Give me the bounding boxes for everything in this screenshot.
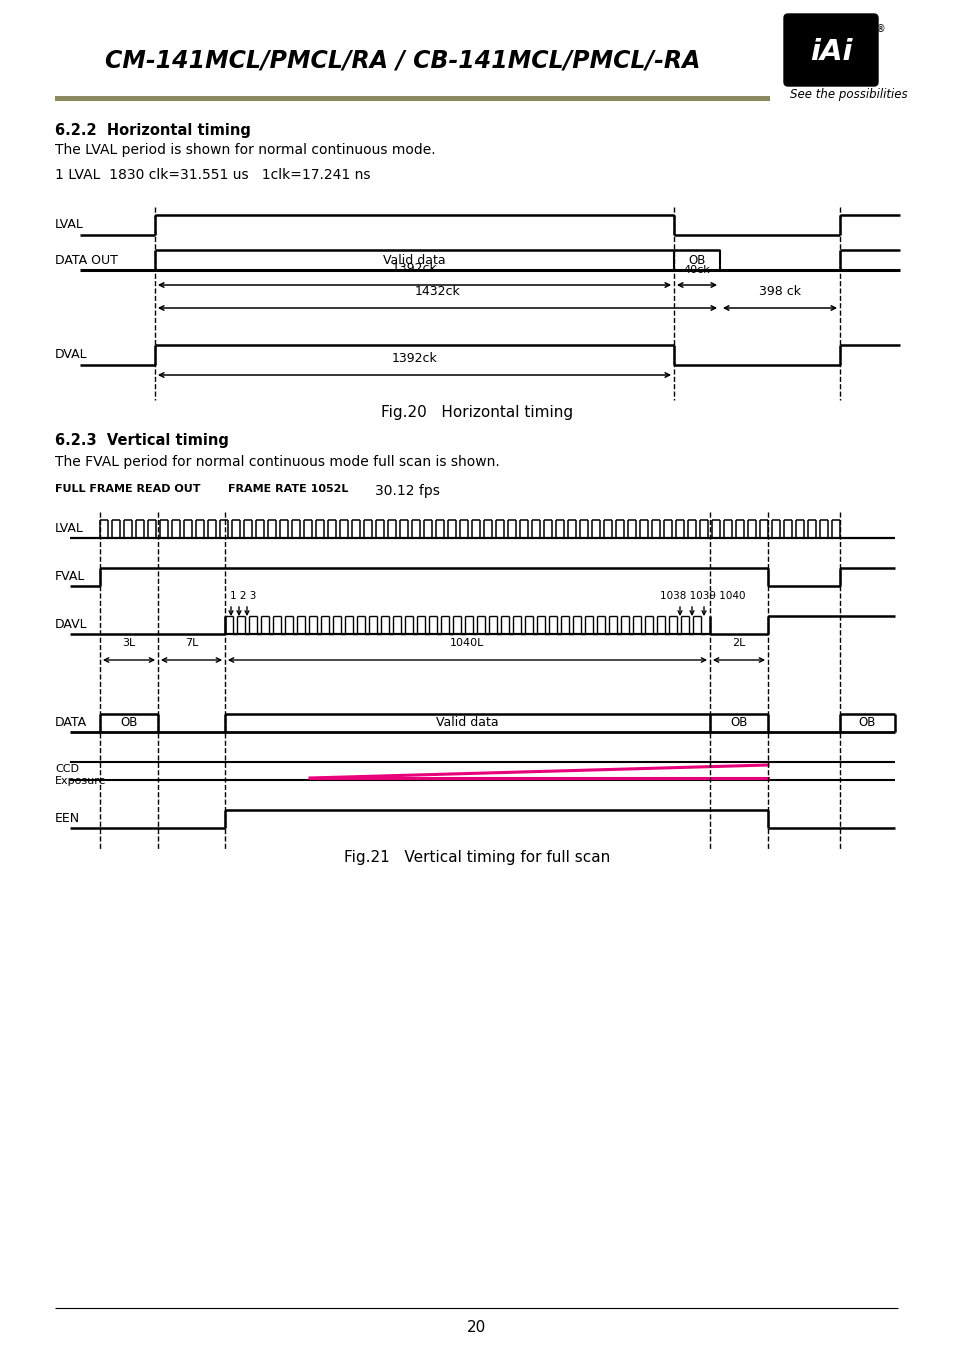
Text: 1 2 3: 1 2 3	[230, 591, 256, 601]
Text: The FVAL period for normal continuous mode full scan is shown.: The FVAL period for normal continuous mo…	[55, 455, 499, 468]
Text: FRAME RATE 1052L: FRAME RATE 1052L	[228, 485, 348, 494]
Text: 2L: 2L	[732, 639, 745, 648]
Text: FULL FRAME READ OUT: FULL FRAME READ OUT	[55, 485, 200, 494]
Text: 1392ck: 1392ck	[392, 262, 436, 275]
Text: 1040L: 1040L	[450, 639, 484, 648]
Text: 20: 20	[467, 1320, 486, 1335]
Text: CCD
Exposure: CCD Exposure	[55, 764, 107, 786]
Text: iAi: iAi	[809, 38, 851, 66]
Text: DATA OUT: DATA OUT	[55, 254, 118, 266]
Text: Valid data: Valid data	[436, 717, 498, 729]
Text: OB: OB	[730, 717, 747, 729]
Text: FVAL: FVAL	[55, 571, 85, 583]
Bar	[55, 96, 769, 101]
Text: DVAL: DVAL	[55, 348, 88, 362]
Text: OB: OB	[688, 254, 705, 266]
Text: 398 ck: 398 ck	[759, 285, 801, 298]
Text: EEN: EEN	[55, 813, 80, 825]
Text: Valid data: Valid data	[383, 254, 445, 266]
Text: Fig.21   Vertical timing for full scan: Fig.21 Vertical timing for full scan	[343, 850, 610, 865]
Text: 7L: 7L	[185, 639, 198, 648]
Text: OB: OB	[858, 717, 875, 729]
Text: 1432ck: 1432ck	[415, 285, 460, 298]
Text: CM-141MCL/PMCL/RA / CB-141MCL/PMCL/-RA: CM-141MCL/PMCL/RA / CB-141MCL/PMCL/-RA	[105, 49, 700, 72]
Text: The LVAL period is shown for normal continuous mode.: The LVAL period is shown for normal cont…	[55, 143, 436, 157]
Text: 3L: 3L	[122, 639, 135, 648]
Text: LVAL: LVAL	[55, 219, 84, 231]
Text: ®: ®	[875, 24, 884, 34]
Text: 1392ck: 1392ck	[392, 352, 436, 365]
Text: 1038 1039 1040: 1038 1039 1040	[659, 591, 744, 601]
Text: OB: OB	[120, 717, 137, 729]
Text: 6.2.2  Horizontal timing: 6.2.2 Horizontal timing	[55, 123, 251, 138]
Text: LVAL: LVAL	[55, 522, 84, 536]
Text: DATA: DATA	[55, 717, 87, 729]
Text: Fig.20   Horizontal timing: Fig.20 Horizontal timing	[380, 405, 573, 420]
Text: DAVL: DAVL	[55, 618, 88, 632]
FancyBboxPatch shape	[783, 14, 877, 86]
Text: 1 LVAL  1830 clk=31.551 us   1clk=17.241 ns: 1 LVAL 1830 clk=31.551 us 1clk=17.241 ns	[55, 167, 370, 182]
Text: 40ck: 40ck	[683, 265, 710, 275]
Text: 30.12 fps: 30.12 fps	[375, 485, 439, 498]
Text: See the possibilities: See the possibilities	[789, 88, 906, 101]
Text: 6.2.3  Vertical timing: 6.2.3 Vertical timing	[55, 433, 229, 448]
